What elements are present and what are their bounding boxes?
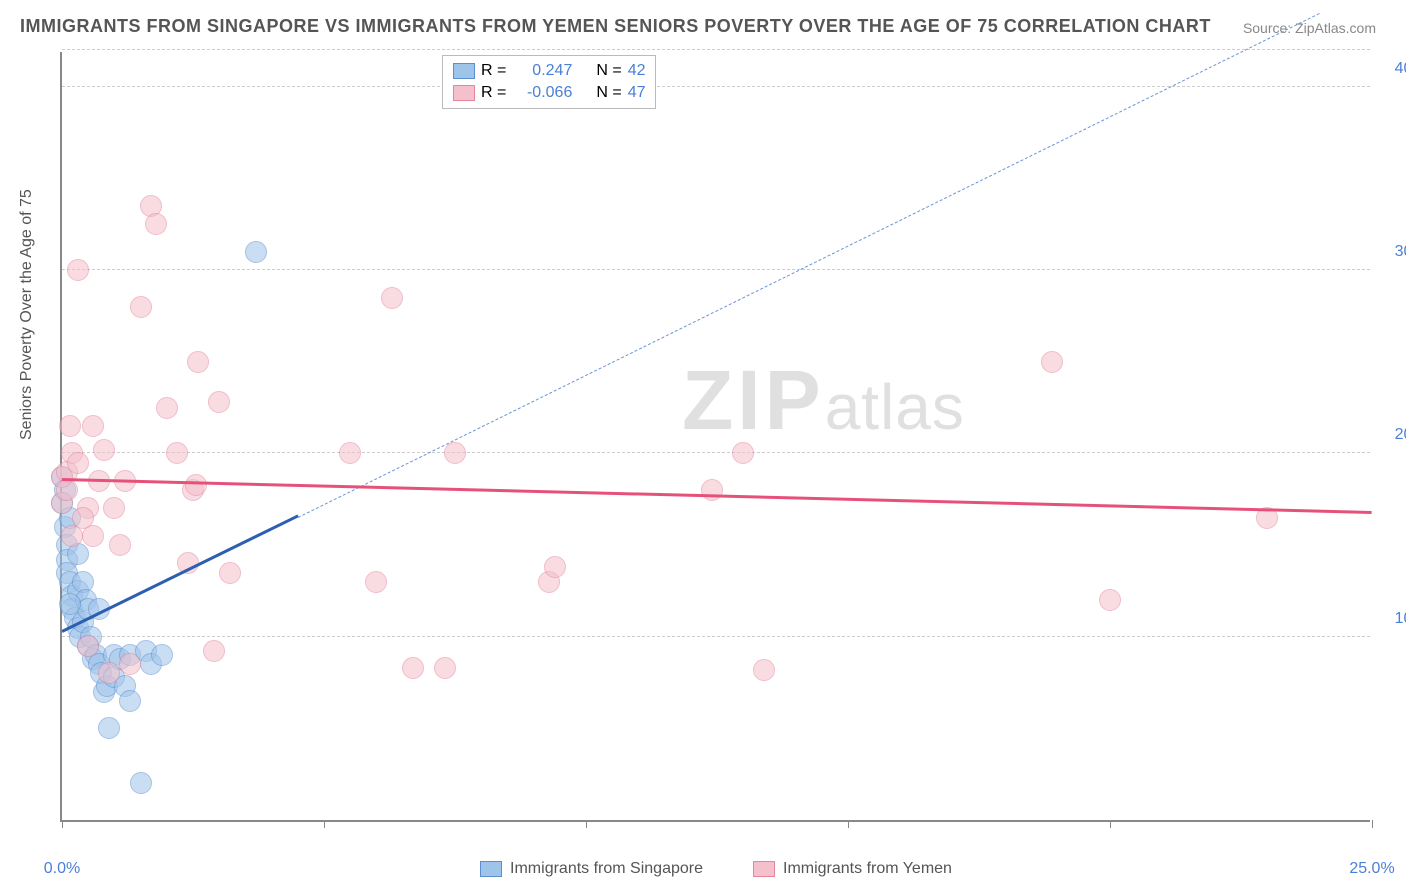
data-point xyxy=(381,287,403,309)
data-point xyxy=(130,772,152,794)
data-point xyxy=(434,657,456,679)
data-point xyxy=(82,415,104,437)
data-point xyxy=(156,397,178,419)
watermark-main: ZIP xyxy=(682,353,825,447)
data-point xyxy=(109,534,131,556)
swatch-singapore-icon xyxy=(480,861,502,877)
series-legend: Immigrants from Singapore Immigrants fro… xyxy=(62,860,1370,878)
data-point xyxy=(130,296,152,318)
data-point xyxy=(98,717,120,739)
data-point xyxy=(187,351,209,373)
data-point xyxy=(72,507,94,529)
data-point xyxy=(98,662,120,684)
chart-plot-area: ZIPatlas 10.0%20.0%30.0%40.0% 0.0%25.0% … xyxy=(60,52,1370,822)
data-point xyxy=(59,415,81,437)
data-point xyxy=(59,593,81,615)
r-value-singapore: 0.247 xyxy=(512,62,572,80)
legend-row-yemen: R = -0.066 N = 47 xyxy=(453,82,645,104)
y-axis-label: Seniors Poverty Over the Age of 75 xyxy=(18,189,36,440)
legend-label-yemen: Immigrants from Yemen xyxy=(783,860,952,878)
watermark: ZIPatlas xyxy=(682,352,965,449)
data-point xyxy=(245,241,267,263)
data-point xyxy=(753,659,775,681)
data-point xyxy=(203,640,225,662)
legend-label-singapore: Immigrants from Singapore xyxy=(510,860,703,878)
source-label: Source: ZipAtlas.com xyxy=(1243,20,1376,36)
data-point xyxy=(208,391,230,413)
data-point xyxy=(365,571,387,593)
data-point xyxy=(119,653,141,675)
r-value-yemen: -0.066 xyxy=(512,84,572,102)
data-point xyxy=(77,635,99,657)
r-label: R = xyxy=(481,84,506,102)
n-label: N = xyxy=(596,84,621,102)
data-point xyxy=(732,442,754,464)
data-point xyxy=(119,690,141,712)
data-point xyxy=(145,213,167,235)
swatch-yemen-icon xyxy=(753,861,775,877)
data-point xyxy=(67,259,89,281)
n-label: N = xyxy=(596,62,621,80)
data-point xyxy=(67,452,89,474)
data-point xyxy=(444,442,466,464)
data-point xyxy=(1099,589,1121,611)
data-point xyxy=(402,657,424,679)
chart-title: IMMIGRANTS FROM SINGAPORE VS IMMIGRANTS … xyxy=(20,16,1211,37)
data-point xyxy=(1041,351,1063,373)
swatch-singapore xyxy=(453,63,475,79)
data-point xyxy=(701,479,723,501)
data-point xyxy=(151,644,173,666)
data-point xyxy=(103,497,125,519)
swatch-yemen xyxy=(453,85,475,101)
legend-row-singapore: R = 0.247 N = 42 xyxy=(453,60,645,82)
legend-item-singapore: Immigrants from Singapore xyxy=(480,860,703,878)
watermark-sub: atlas xyxy=(825,371,965,443)
n-value-yemen: 47 xyxy=(628,84,646,102)
r-label: R = xyxy=(481,62,506,80)
correlation-legend: R = 0.247 N = 42 R = -0.066 N = 47 xyxy=(442,55,656,109)
data-point xyxy=(219,562,241,584)
data-point xyxy=(544,556,566,578)
data-point xyxy=(166,442,188,464)
data-point xyxy=(339,442,361,464)
legend-item-yemen: Immigrants from Yemen xyxy=(753,860,952,878)
n-value-singapore: 42 xyxy=(628,62,646,80)
data-point xyxy=(93,439,115,461)
data-point xyxy=(56,479,78,501)
